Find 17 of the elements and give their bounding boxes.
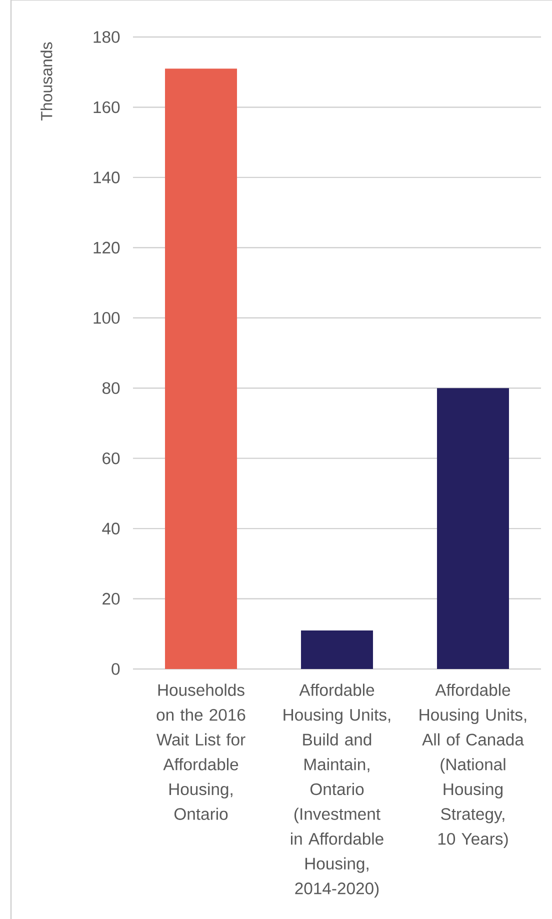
x-tick-label: Affordable Housing Units, All of Canada (National Housing Strategy, 10 Years) <box>420 684 526 848</box>
bar <box>165 68 237 669</box>
y-axis-title: Thousands <box>40 42 52 121</box>
y-tick-label: 160 <box>94 101 120 114</box>
y-tick-label: 20 <box>102 592 120 605</box>
bar <box>300 630 373 669</box>
x-tick-label: Households on the 2016 Wait List for Affordable Housing, Ontario <box>156 684 246 820</box>
y-tick-label: 140 <box>94 172 120 184</box>
y-tick-label: 100 <box>94 312 120 324</box>
y-tick-label: 60 <box>102 452 120 464</box>
y-tick-label: 80 <box>102 382 120 394</box>
y-tick-label: 0 <box>112 663 120 675</box>
y-tick-label: 40 <box>102 522 120 534</box>
category-label: Affordable Housing Units, Build and Maintain, Ontario (Investment in Affordable Housing, 2014-2020) <box>284 684 390 898</box>
y-tick-label: 120 <box>94 242 120 254</box>
y-tick-label: 180 <box>94 31 120 43</box>
bar <box>436 388 509 669</box>
